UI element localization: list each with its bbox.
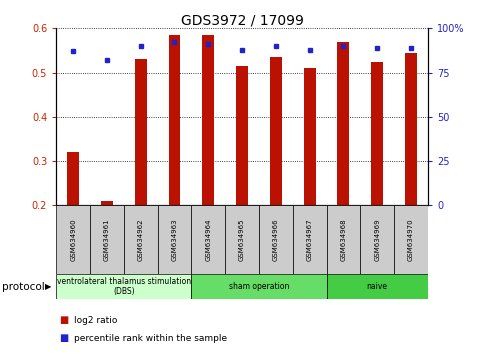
Bar — [326, 205, 360, 274]
Text: GSM634961: GSM634961 — [104, 218, 110, 261]
Text: ■: ■ — [59, 315, 68, 325]
Bar — [157, 205, 191, 274]
Text: GSM634962: GSM634962 — [138, 218, 143, 261]
Bar — [168, 35, 180, 205]
Text: naive: naive — [366, 282, 387, 291]
Bar — [67, 152, 79, 205]
Bar — [337, 42, 348, 205]
Bar — [202, 35, 214, 205]
Bar — [326, 274, 427, 299]
Text: protocol: protocol — [2, 282, 45, 292]
Text: GSM634965: GSM634965 — [239, 218, 244, 261]
Bar — [236, 66, 247, 205]
Bar — [303, 68, 315, 205]
Text: GSM634966: GSM634966 — [272, 218, 278, 261]
Text: GSM634969: GSM634969 — [373, 218, 379, 261]
Bar — [123, 205, 157, 274]
Bar — [259, 205, 292, 274]
Text: GSM634970: GSM634970 — [407, 218, 413, 261]
Bar — [135, 59, 146, 205]
Text: percentile rank within the sample: percentile rank within the sample — [74, 333, 227, 343]
Bar — [191, 205, 224, 274]
Text: ■: ■ — [59, 333, 68, 343]
Bar — [393, 205, 427, 274]
Text: GSM634968: GSM634968 — [340, 218, 346, 261]
Text: sham operation: sham operation — [228, 282, 288, 291]
Bar — [370, 62, 382, 205]
Bar — [360, 205, 393, 274]
Title: GDS3972 / 17099: GDS3972 / 17099 — [180, 13, 303, 27]
Bar — [101, 201, 113, 205]
Bar — [292, 205, 326, 274]
Bar — [269, 57, 281, 205]
Bar — [90, 205, 123, 274]
Text: ▶: ▶ — [45, 282, 51, 291]
Bar — [191, 274, 326, 299]
Bar — [224, 205, 259, 274]
Text: GSM634960: GSM634960 — [70, 218, 76, 261]
Text: GSM634967: GSM634967 — [306, 218, 312, 261]
Text: GSM634963: GSM634963 — [171, 218, 177, 261]
Bar — [56, 205, 90, 274]
Text: GSM634964: GSM634964 — [205, 218, 211, 261]
Bar — [404, 53, 416, 205]
Text: log2 ratio: log2 ratio — [74, 316, 118, 325]
Text: ventrolateral thalamus stimulation
(DBS): ventrolateral thalamus stimulation (DBS) — [57, 277, 190, 296]
Bar — [56, 274, 191, 299]
